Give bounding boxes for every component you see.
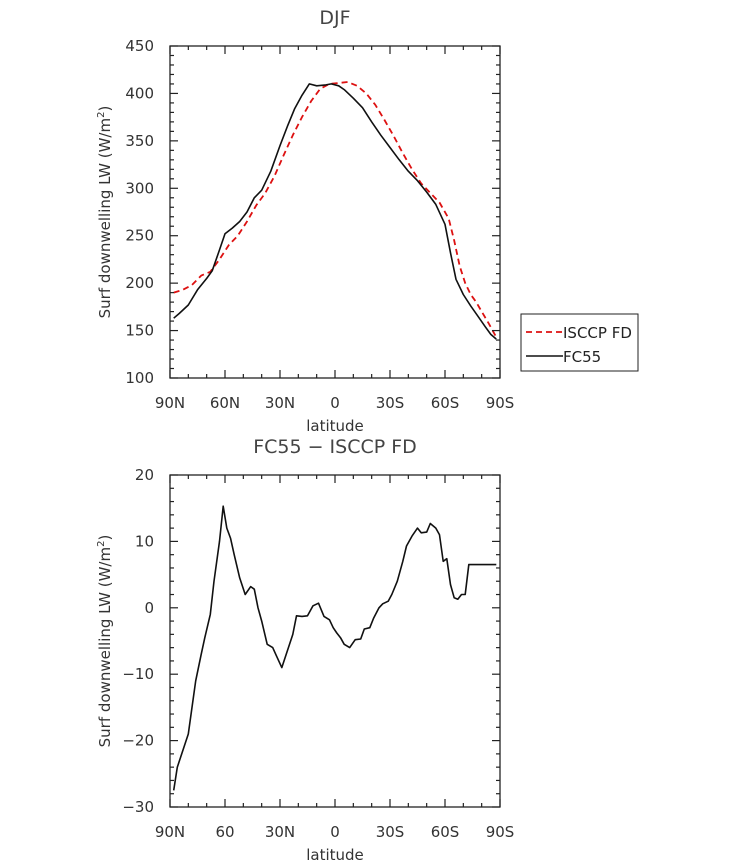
series-line-isccp-fd: [173, 81, 498, 338]
ylabel-close: ): [96, 106, 114, 112]
legend: ISCCP FD FC55: [520, 313, 639, 372]
ytick-label: 0: [144, 599, 154, 617]
xtick-label: 60N: [210, 394, 240, 412]
xtick-label: 0: [330, 394, 340, 412]
chart-top-ylabel: Surf downwelling LW (W/m2): [96, 106, 114, 319]
chart-top-ytick-labels: 100 150 200 250 300 350 400 450: [125, 37, 154, 387]
xtick-label: 90S: [486, 823, 515, 841]
chart-top-title: DJF: [319, 7, 350, 29]
ytick-label: 20: [135, 466, 154, 484]
series-line-fc55: [173, 83, 497, 340]
chart-top-frame: [169, 45, 501, 379]
chart-top: DJF 100 150 200 250 300 350 400 450 90N …: [96, 7, 639, 435]
xtick-label: 0: [330, 823, 340, 841]
xtick-label: 60S: [431, 394, 460, 412]
legend-label-isccp: ISCCP FD: [563, 324, 632, 342]
xtick-label: 90N: [155, 823, 185, 841]
chart-bottom-xlabel: latitude: [306, 846, 364, 864]
xtick-label: 60: [215, 823, 234, 841]
ylabel-text: Surf downwelling LW (W/m: [96, 118, 114, 318]
ytick-label: 300: [125, 179, 154, 197]
ytick-label: 100: [125, 369, 154, 387]
chart-bottom-ylabel: Surf downwelling LW (W/m2): [96, 535, 114, 748]
xtick-label: 90N: [155, 394, 185, 412]
ylabel-close: ): [96, 535, 114, 541]
ytick-label: −20: [122, 732, 154, 750]
ytick-label: 250: [125, 227, 154, 245]
ytick-label: 400: [125, 84, 154, 102]
chart-bottom-xtick-labels: 90N 60 30N 0 30S 60S 90S: [155, 823, 514, 841]
chart-top-ticks: [169, 45, 501, 379]
chart-top-xtick-labels: 90N 60N 30N 0 30S 60S 90S: [155, 394, 514, 412]
xtick-label: 60S: [431, 823, 460, 841]
chart-bottom: FC55 − ISCCP FD −30 −20 −10 0 10 20 90N …: [96, 436, 514, 864]
ylabel-text: Surf downwelling LW (W/m: [96, 547, 114, 747]
ytick-label: 350: [125, 132, 154, 150]
chart-bottom-lines: [172, 505, 497, 791]
ylabel-superscript: 2: [96, 541, 107, 547]
ytick-label: 450: [125, 37, 154, 55]
ytick-label: 10: [135, 532, 154, 550]
ytick-label: −30: [122, 798, 154, 816]
difference-line: [172, 505, 497, 791]
chart-top-xlabel: latitude: [306, 417, 364, 435]
chart-bottom-title: FC55 − ISCCP FD: [253, 436, 417, 458]
xtick-label: 90S: [486, 394, 515, 412]
xtick-label: 30S: [376, 394, 405, 412]
chart-top-lines: [173, 81, 498, 340]
ylabel-superscript: 2: [96, 112, 107, 118]
xtick-label: 30N: [265, 823, 295, 841]
chart-bottom-frame: [169, 474, 501, 808]
chart-bottom-ticks: [169, 474, 501, 808]
legend-box: [520, 313, 639, 372]
legend-label-fc55: FC55: [563, 348, 601, 366]
ytick-label: 150: [125, 322, 154, 340]
chart-bottom-ytick-labels: −30 −20 −10 0 10 20: [122, 466, 154, 816]
xtick-label: 30S: [376, 823, 405, 841]
ytick-label: 200: [125, 274, 154, 292]
ytick-label: −10: [122, 665, 154, 683]
xtick-label: 30N: [265, 394, 295, 412]
